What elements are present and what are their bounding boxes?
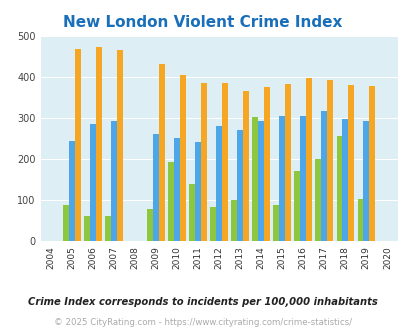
- Bar: [336, 136, 341, 241]
- Bar: [174, 138, 180, 241]
- Bar: [231, 200, 237, 241]
- Text: Crime Index corresponds to incidents per 100,000 inhabitants: Crime Index corresponds to incidents per…: [28, 297, 377, 307]
- Bar: [273, 205, 279, 241]
- Bar: [147, 210, 153, 241]
- Bar: [252, 117, 258, 241]
- Bar: [200, 82, 207, 241]
- Bar: [264, 87, 269, 241]
- Bar: [305, 79, 311, 241]
- Bar: [285, 84, 290, 241]
- Bar: [216, 126, 222, 241]
- Bar: [117, 50, 123, 241]
- Bar: [347, 85, 353, 241]
- Bar: [258, 120, 264, 241]
- Text: © 2025 CityRating.com - https://www.cityrating.com/crime-statistics/: © 2025 CityRating.com - https://www.city…: [54, 318, 351, 327]
- Bar: [84, 215, 90, 241]
- Bar: [153, 134, 159, 241]
- Bar: [168, 162, 174, 241]
- Bar: [180, 75, 185, 241]
- Bar: [357, 199, 362, 241]
- Bar: [341, 119, 347, 241]
- Bar: [96, 47, 102, 241]
- Bar: [90, 124, 96, 241]
- Bar: [369, 86, 374, 241]
- Bar: [111, 121, 117, 241]
- Bar: [189, 184, 195, 241]
- Bar: [75, 49, 81, 241]
- Bar: [210, 207, 216, 241]
- Bar: [105, 215, 111, 241]
- Text: New London Violent Crime Index: New London Violent Crime Index: [63, 15, 342, 30]
- Bar: [237, 130, 243, 241]
- Bar: [69, 141, 75, 241]
- Bar: [362, 121, 369, 241]
- Bar: [315, 159, 321, 241]
- Bar: [300, 116, 305, 241]
- Bar: [159, 64, 164, 241]
- Bar: [63, 205, 69, 241]
- Bar: [321, 111, 326, 241]
- Bar: [294, 171, 300, 241]
- Bar: [222, 82, 228, 241]
- Bar: [195, 142, 200, 241]
- Bar: [279, 116, 285, 241]
- Bar: [326, 80, 333, 241]
- Bar: [243, 91, 249, 241]
